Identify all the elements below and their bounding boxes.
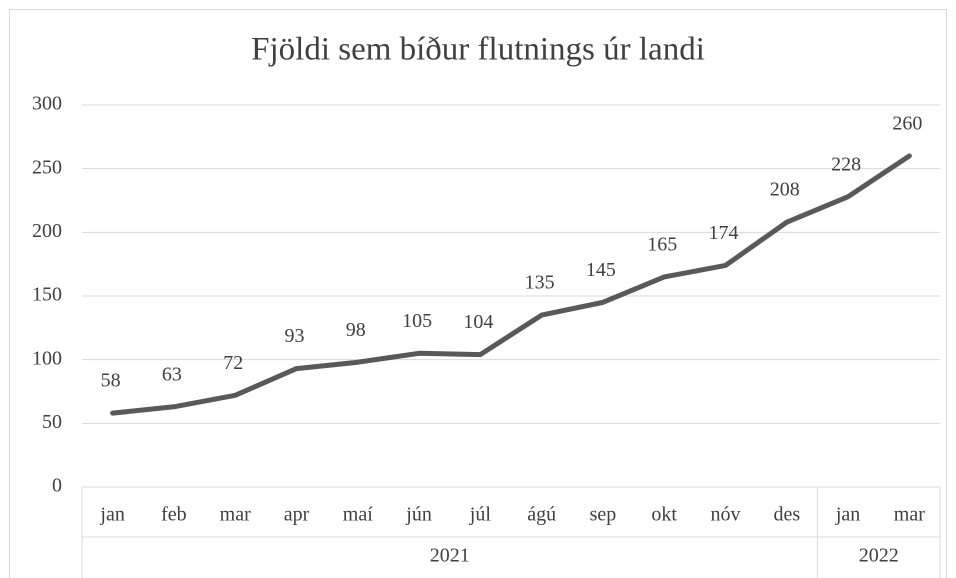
y-tick-label: 100 [32,347,62,369]
data-label: 58 [101,370,121,392]
x-tick-label: sep [590,504,617,526]
y-tick-label: 50 [42,411,62,433]
x-tick-label: mar [894,504,925,526]
data-label: 208 [770,179,800,201]
data-label: 105 [402,310,432,332]
data-label: 63 [162,363,182,385]
chart-title: Fjöldi sem bíður flutnings úr landi [251,32,705,68]
x-tick-label: jan [835,504,860,526]
data-label: 165 [647,233,677,255]
y-tick-label: 200 [32,220,62,242]
data-label: 174 [709,222,739,244]
y-tick-label: 250 [32,156,62,178]
x-tick-label: des [773,504,800,526]
chart-frame [9,9,947,578]
x-tick-label: júl [469,504,492,526]
y-tick-label: 300 [32,93,62,115]
data-label: 135 [525,272,555,294]
data-label: 145 [586,259,616,281]
x-tick-label: jan [99,504,124,526]
group-label: 2021 [430,545,470,567]
x-tick-label: okt [651,504,677,526]
x-tick-label: feb [161,504,187,526]
y-tick-label: 150 [32,284,62,306]
data-label: 260 [892,113,922,135]
data-label: 228 [831,153,861,175]
x-tick-label: nóv [711,504,741,526]
line [110,153,912,416]
data-label: 93 [285,325,305,347]
y-tick-label: 0 [52,475,62,497]
data-label: 104 [463,311,493,333]
data-label: 98 [346,319,366,341]
x-tick-label: jún [405,504,432,526]
x-tick-label: apr [284,504,310,526]
data-label: 72 [223,352,243,374]
x-tick-label: mar [220,504,251,526]
x-tick-label: maí [343,504,373,526]
group-label: 2022 [859,545,899,567]
x-tick-label: ágú [527,504,556,526]
